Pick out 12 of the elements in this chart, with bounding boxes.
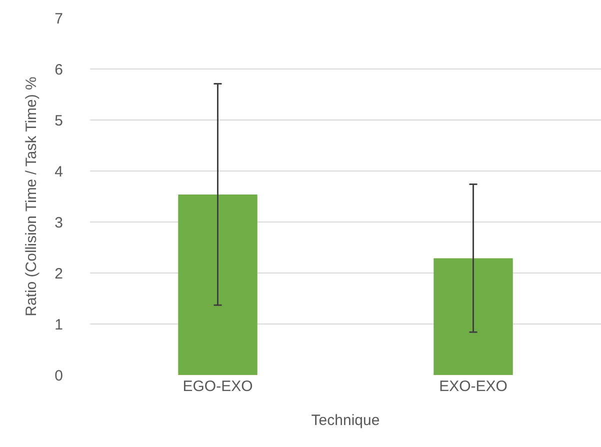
y-axis-title: Ratio (Collision Time / Task Time) % [22,76,40,316]
x-axis-title: Technique [311,412,380,429]
y-tick-label: 1 [54,316,63,334]
x-tick-label: EXO-EXO [439,378,508,395]
y-tick-label: 5 [54,112,63,130]
y-tick-label: 7 [54,10,63,28]
x-tick-label: EGO-EXO [182,378,253,395]
y-tick-label: 2 [54,265,63,282]
y-tick-label: 4 [54,163,63,180]
y-tick-label: 3 [54,214,63,232]
y-tick-label: 0 [54,367,63,384]
y-tick-label: 6 [54,61,63,78]
